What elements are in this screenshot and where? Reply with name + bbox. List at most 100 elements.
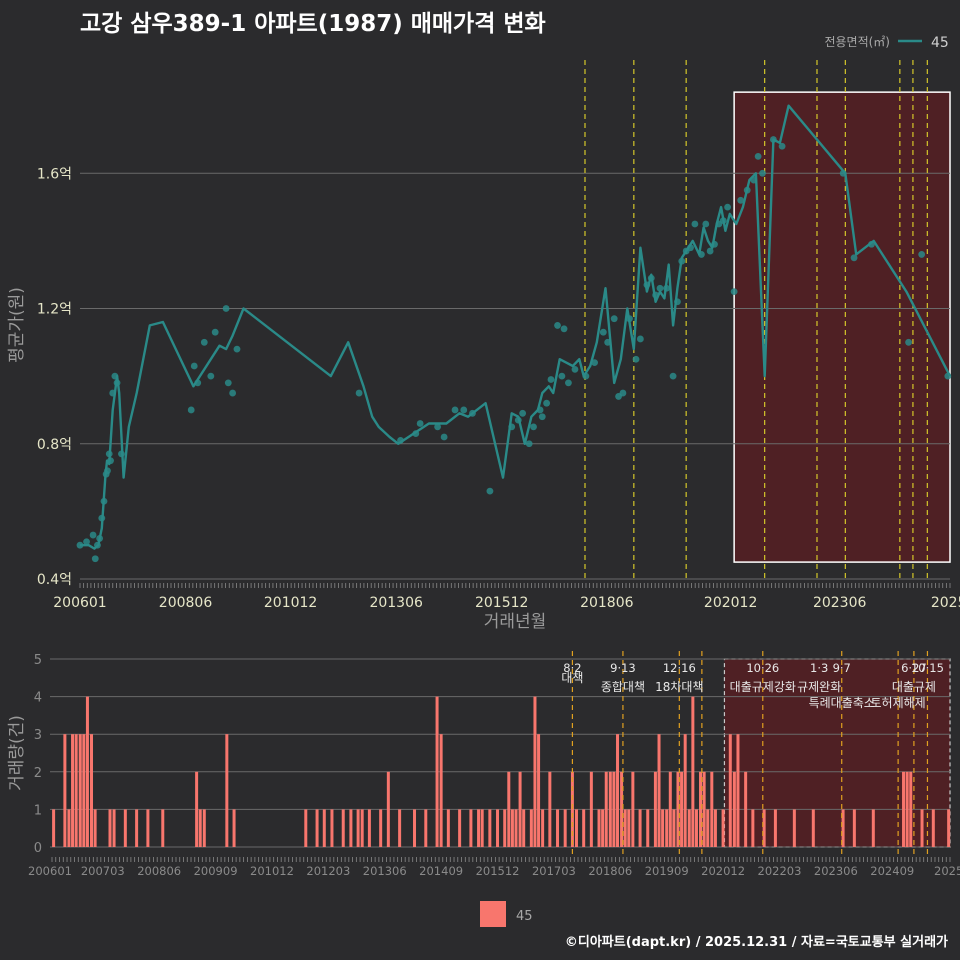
- bottom-legend-label: 45: [516, 909, 533, 924]
- volume-bar: [360, 809, 364, 847]
- policy-text-label: 대책: [561, 670, 583, 685]
- data-point: [724, 203, 731, 211]
- volume-bar: [699, 771, 703, 847]
- data-point: [636, 335, 644, 343]
- volume-bar: [732, 771, 736, 847]
- bar-y-tick-label: 3: [34, 728, 42, 743]
- volume-bar: [721, 809, 725, 847]
- volume-bar: [198, 809, 202, 847]
- data-point: [547, 376, 555, 383]
- data-point: [519, 409, 527, 417]
- volume-bar: [202, 809, 206, 847]
- volume-bar: [496, 809, 500, 847]
- volume-bar: [601, 809, 605, 847]
- bar-x-tick-label: 201012: [250, 864, 294, 878]
- volume-bar: [510, 809, 514, 847]
- volume-bar: [108, 809, 112, 847]
- data-point: [669, 372, 677, 380]
- volume-bar: [514, 809, 518, 847]
- volume-bar: [304, 809, 308, 847]
- volume-bar: [638, 809, 642, 847]
- bar-y-tick-label: 4: [34, 691, 42, 706]
- volume-bar: [702, 771, 706, 847]
- policy-date-label: 9·7: [833, 661, 851, 675]
- data-point: [460, 406, 468, 414]
- y-tick-label: 1.6억: [37, 166, 72, 182]
- volume-bar: [608, 771, 612, 847]
- data-point: [416, 420, 424, 427]
- policy-text-label: 토허제해제: [871, 696, 926, 710]
- data-point: [754, 152, 762, 160]
- data-point: [451, 406, 459, 414]
- volume-bar: [751, 809, 755, 847]
- volume-bar: [589, 771, 593, 847]
- volume-bar: [503, 809, 507, 847]
- volume-bar: [123, 809, 127, 847]
- data-point: [355, 389, 363, 397]
- volume-bar: [683, 734, 687, 847]
- volume-bar: [413, 809, 417, 847]
- x-tick-label: 202306: [813, 595, 867, 611]
- volume-bar: [71, 734, 75, 847]
- volume-bar: [905, 771, 909, 847]
- volume-bar: [773, 809, 777, 847]
- volume-bar: [507, 771, 511, 847]
- data-point: [730, 288, 738, 296]
- policy-date-label: 12·16: [663, 661, 696, 675]
- x-tick-label: 200601: [53, 595, 106, 611]
- bottom-legend-swatch: [480, 901, 506, 927]
- volume-bar: [597, 809, 601, 847]
- volume-bar: [225, 734, 229, 847]
- volume-bar: [694, 809, 698, 847]
- page-title: 고강 삼우389-1 아파트(1987) 매매가격 변화: [80, 11, 546, 37]
- bar-y-tick-label: 2: [34, 766, 42, 781]
- volume-bar: [728, 734, 732, 847]
- volume-bar: [841, 809, 845, 847]
- volume-bar: [195, 771, 199, 847]
- volume-bar: [736, 734, 740, 847]
- volume-bar: [52, 809, 56, 847]
- policy-text-label: 18차대책: [655, 679, 703, 694]
- data-point: [525, 440, 533, 448]
- volume-bar: [556, 809, 560, 847]
- bar-x-tick-label: 201203: [306, 864, 350, 878]
- volume-bar: [518, 771, 522, 847]
- volume-bar: [920, 809, 924, 847]
- policy-date-label: 10·26: [746, 661, 779, 675]
- volume-bar: [78, 734, 82, 847]
- volume-bar: [623, 809, 627, 847]
- volume-bar: [477, 809, 481, 847]
- data-point: [619, 389, 627, 397]
- bar-y-tick-label: 1: [34, 803, 42, 818]
- volume-bar: [672, 809, 676, 847]
- volume-bar: [322, 809, 326, 847]
- volume-bar: [706, 809, 710, 847]
- data-point: [610, 315, 618, 323]
- volume-bar: [653, 771, 657, 847]
- policy-date-label: 8·2: [563, 661, 581, 675]
- volume-bar: [811, 809, 815, 847]
- volume-bar: [90, 734, 94, 847]
- bar-x-tick-label: 200703: [81, 864, 125, 878]
- data-point: [554, 322, 561, 329]
- data-point: [222, 305, 230, 312]
- bar-x-tick-label: 201909: [645, 864, 689, 878]
- volume-bar: [947, 809, 951, 847]
- volume-bar: [627, 809, 631, 847]
- volume-bar: [424, 809, 428, 847]
- policy-text-label: 대출규제: [892, 680, 936, 694]
- volume-bar: [522, 809, 526, 847]
- bar-x-tick-label: 2025: [934, 864, 960, 878]
- data-point: [187, 406, 195, 414]
- volume-bar: [909, 771, 913, 847]
- volume-bar: [574, 809, 578, 847]
- bar-x-tick-label: 201703: [532, 864, 576, 878]
- x-tick-label: 201012: [264, 595, 317, 611]
- bar-x-tick-label: 201806: [588, 864, 632, 878]
- volume-bar: [631, 771, 635, 847]
- policy-text-label: 종합대책: [601, 679, 645, 694]
- volume-bar: [676, 771, 680, 847]
- data-point: [691, 220, 699, 228]
- data-point: [83, 538, 90, 546]
